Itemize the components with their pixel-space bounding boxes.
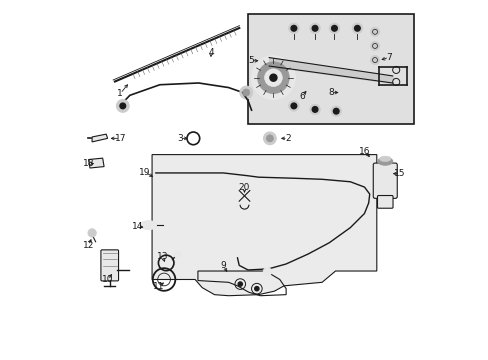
- Circle shape: [288, 101, 299, 111]
- Ellipse shape: [377, 157, 392, 165]
- Ellipse shape: [379, 156, 390, 162]
- Text: 18: 18: [82, 158, 94, 167]
- Text: 2: 2: [285, 134, 290, 143]
- Text: 14: 14: [132, 222, 143, 231]
- Text: 1: 1: [117, 89, 123, 98]
- Circle shape: [370, 41, 379, 50]
- Circle shape: [331, 26, 337, 31]
- Circle shape: [290, 103, 296, 109]
- Circle shape: [238, 282, 242, 286]
- Text: 4: 4: [208, 48, 213, 57]
- FancyBboxPatch shape: [101, 250, 118, 281]
- Text: 15: 15: [393, 169, 405, 178]
- Polygon shape: [88, 158, 104, 168]
- Circle shape: [120, 103, 125, 109]
- Circle shape: [242, 89, 249, 96]
- Text: 16: 16: [359, 147, 370, 156]
- Text: 5: 5: [248, 56, 254, 65]
- Circle shape: [370, 27, 379, 36]
- Circle shape: [370, 55, 379, 65]
- Text: 6: 6: [299, 91, 305, 100]
- Circle shape: [251, 56, 295, 100]
- Circle shape: [351, 23, 362, 33]
- Circle shape: [116, 100, 129, 112]
- Circle shape: [266, 135, 273, 142]
- Text: 12: 12: [82, 241, 94, 250]
- Circle shape: [333, 108, 338, 114]
- Circle shape: [328, 23, 339, 33]
- Circle shape: [290, 26, 296, 31]
- Circle shape: [88, 229, 96, 237]
- Circle shape: [240, 86, 252, 99]
- Polygon shape: [152, 154, 376, 296]
- Circle shape: [309, 104, 320, 115]
- Circle shape: [254, 287, 259, 291]
- Circle shape: [174, 251, 181, 258]
- Bar: [247, 14, 413, 123]
- FancyBboxPatch shape: [377, 195, 392, 208]
- Text: 3: 3: [177, 134, 183, 143]
- Circle shape: [312, 107, 317, 112]
- Text: 17: 17: [114, 134, 126, 143]
- FancyBboxPatch shape: [372, 163, 396, 198]
- Text: 13: 13: [157, 252, 168, 261]
- Text: 9: 9: [220, 261, 226, 270]
- Text: 10: 10: [102, 275, 113, 284]
- Circle shape: [330, 106, 341, 117]
- Circle shape: [354, 26, 360, 31]
- Circle shape: [264, 69, 282, 86]
- Text: 11: 11: [153, 282, 164, 291]
- Text: 8: 8: [328, 88, 334, 97]
- Circle shape: [309, 23, 320, 33]
- Polygon shape: [92, 134, 107, 142]
- Circle shape: [263, 132, 276, 145]
- Circle shape: [263, 267, 271, 276]
- Text: 7: 7: [386, 53, 391, 62]
- Circle shape: [269, 74, 276, 81]
- Circle shape: [312, 26, 317, 31]
- Text: 20: 20: [238, 183, 250, 192]
- Circle shape: [288, 23, 299, 33]
- Text: 19: 19: [139, 168, 150, 177]
- Ellipse shape: [140, 221, 157, 230]
- Circle shape: [257, 62, 289, 94]
